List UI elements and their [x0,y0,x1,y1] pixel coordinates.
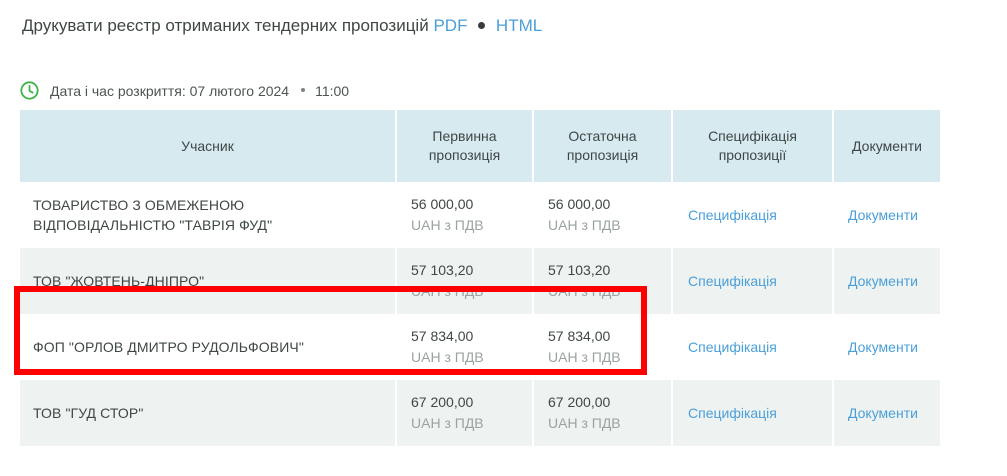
cell-specification: Специфікація [672,248,834,314]
cell-documents: Документи [833,248,940,314]
column-header-initial-bid: Первинна пропозиція [396,110,534,182]
cell-documents: Документи [833,314,940,380]
documents-link[interactable]: Документи [848,405,918,421]
initial-bid-value: 56 000,00 [411,196,474,212]
final-bid-currency: UAH з ПДВ [548,217,621,233]
cell-specification: Специфікація [672,314,834,380]
table-row: ТОВ "ЖОВТЕНЬ-ДНІПРО" 57 103,20 UAH з ПДВ… [20,248,940,314]
final-bid-value: 57 103,20 [548,262,611,278]
final-bid-currency: UAH з ПДВ [548,349,621,365]
cell-final-bid: 57 103,20 UAH з ПДВ [533,248,673,314]
column-header-documents: Документи [833,110,940,182]
table-row: ТОВ "ГУД СТОР" 67 200,00 UAH з ПДВ 67 20… [20,380,940,446]
cell-participant: ТОВАРИСТВО З ОБМЕЖЕНОЮ ВІДПОВІДАЛЬНІСТЮ … [20,182,397,248]
cell-specification: Специфікація [672,182,834,248]
reveal-datetime-row: Дата і час розкриття: 07 лютого 2024 11:… [20,81,349,100]
final-bid-currency: UAH з ПДВ [548,283,621,299]
print-register-label: Друкувати реєстр отриманих тендерних про… [22,16,429,35]
final-bid-value: 67 200,00 [548,394,611,410]
specification-link[interactable]: Специфікація [688,339,777,355]
cell-participant: ТОВ "ЖОВТЕНЬ-ДНІПРО" [20,248,397,314]
final-bid-currency: UAH з ПДВ [548,415,621,431]
bullet-separator-icon [478,22,486,30]
dot-separator-icon [301,87,306,92]
initial-bid-currency: UAH з ПДВ [411,415,484,431]
initial-bid-currency: UAH з ПДВ [411,283,484,299]
cell-documents: Документи [833,182,940,248]
final-bid-value: 57 834,00 [548,328,611,344]
reveal-time-value: 11:00 [315,82,350,99]
specification-link[interactable]: Специфікація [688,273,777,289]
cell-initial-bid: 67 200,00 UAH з ПДВ [396,380,534,446]
initial-bid-value: 67 200,00 [411,394,474,410]
documents-link[interactable]: Документи [848,207,918,223]
print-pdf-link[interactable]: PDF [433,16,468,35]
cell-participant: ТОВ "ГУД СТОР" [20,380,397,446]
table-row-highlighted: ФОП "ОРЛОВ ДМИТРО РУДОЛЬФОВИЧ" 57 834,00… [20,314,940,380]
cell-initial-bid: 57 834,00 UAH з ПДВ [396,314,534,380]
column-header-final-bid: Остаточна пропозиція [533,110,673,182]
column-header-specification: Специфікація пропозиції [672,110,834,182]
clock-icon [20,81,39,100]
cell-initial-bid: 56 000,00 UAH з ПДВ [396,182,534,248]
specification-link[interactable]: Специфікація [688,405,777,421]
cell-specification: Специфікація [672,380,834,446]
initial-bid-value: 57 834,00 [411,328,474,344]
initial-bid-value: 57 103,20 [411,262,474,278]
tender-bids-table: Учасник Первинна пропозиція Остаточна пр… [20,110,940,446]
documents-link[interactable]: Документи [848,273,918,289]
cell-final-bid: 67 200,00 UAH з ПДВ [533,380,673,446]
final-bid-value: 56 000,00 [548,196,611,212]
print-html-link[interactable]: HTML [495,16,543,35]
initial-bid-currency: UAH з ПДВ [411,349,484,365]
cell-final-bid: 57 834,00 UAH з ПДВ [533,314,673,380]
column-header-participant: Учасник [20,110,397,182]
table-header-row: Учасник Первинна пропозиція Остаточна пр… [20,110,940,182]
cell-documents: Документи [833,380,940,446]
cell-participant: ФОП "ОРЛОВ ДМИТРО РУДОЛЬФОВИЧ" [20,314,397,380]
specification-link[interactable]: Специфікація [688,207,777,223]
cell-final-bid: 56 000,00 UAH з ПДВ [533,182,673,248]
cell-initial-bid: 57 103,20 UAH з ПДВ [396,248,534,314]
table-row: ТОВАРИСТВО З ОБМЕЖЕНОЮ ВІДПОВІДАЛЬНІСТЮ … [20,182,940,248]
reveal-datetime-label: Дата і час розкриття: 07 лютого 2024 [50,82,290,99]
print-register-line: Друкувати реєстр отриманих тендерних про… [22,15,542,37]
initial-bid-currency: UAH з ПДВ [411,217,484,233]
documents-link[interactable]: Документи [848,339,918,355]
